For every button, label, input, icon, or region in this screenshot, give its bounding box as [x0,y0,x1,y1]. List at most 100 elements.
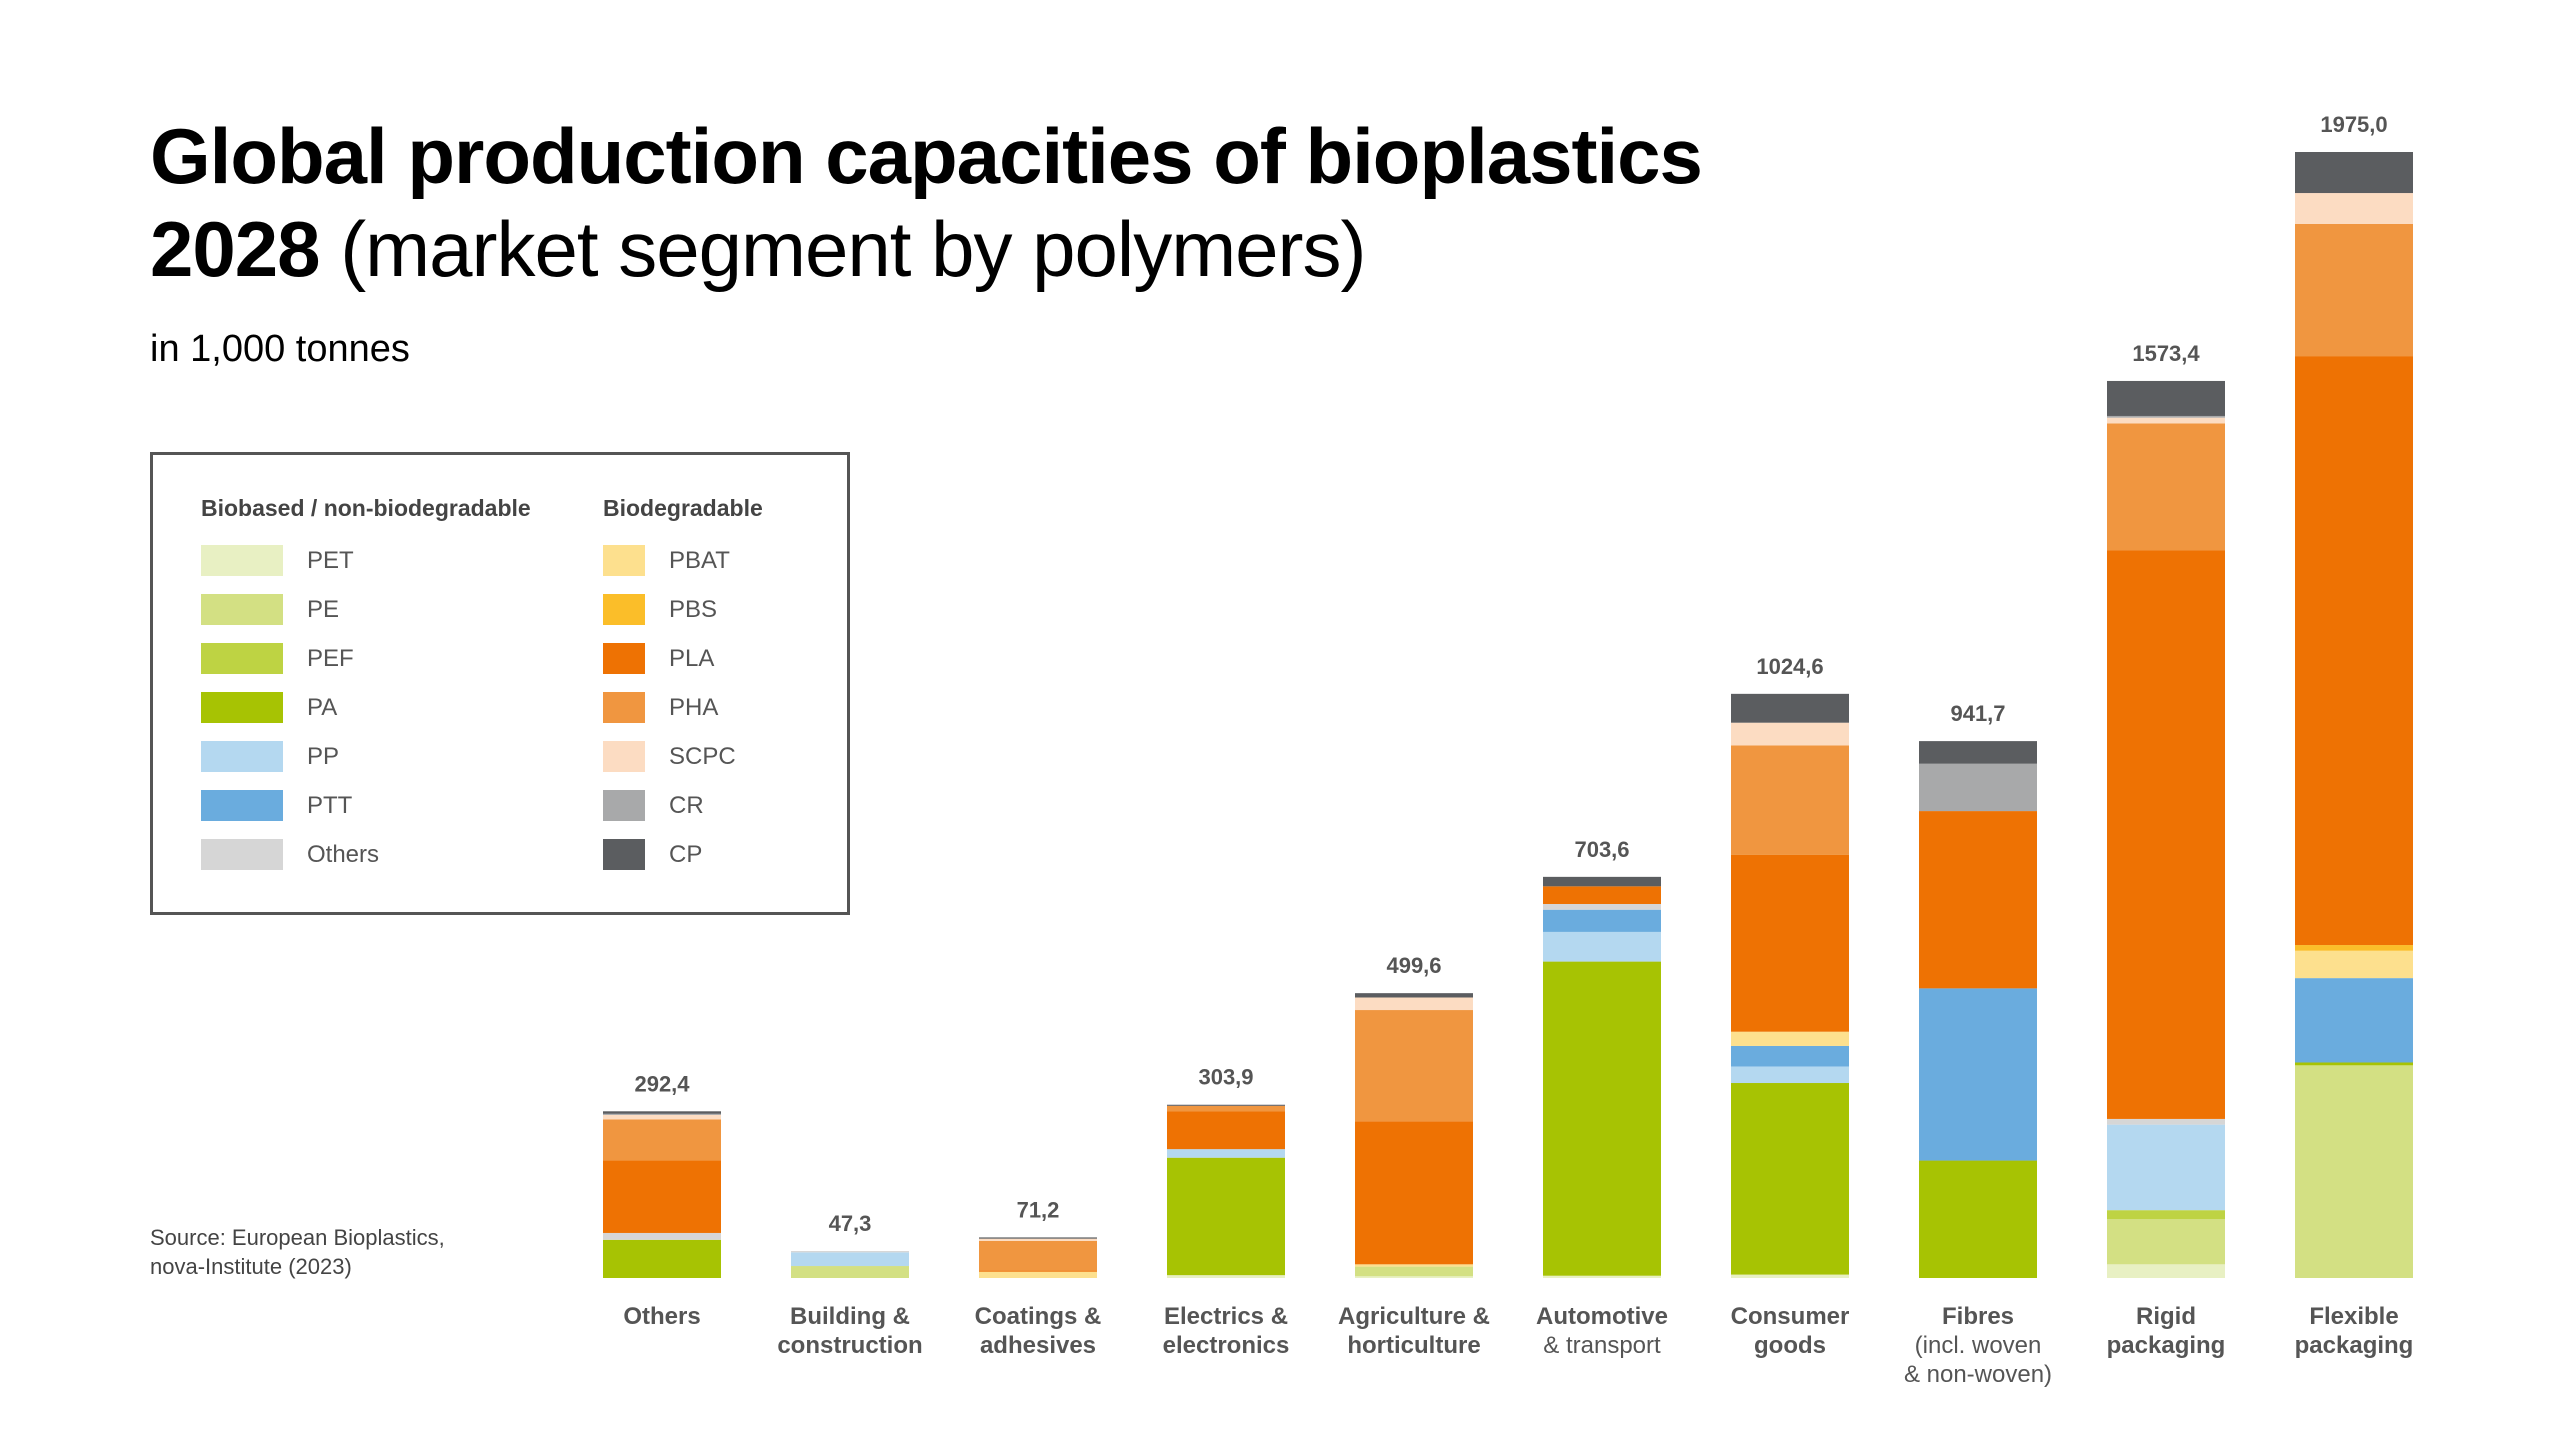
bar-segment-pla [1167,1111,1285,1150]
bar-total-label: 292,4 [634,1071,690,1096]
legend-label-cr: CR [669,792,704,819]
bar-segment-pbat [979,1271,1097,1278]
category-label-line1: Flexible [2309,1303,2399,1330]
bar-segment-pe [1355,1266,1473,1277]
source-line-1: Source: European Bioplastics, [150,1225,445,1250]
legend-swatch-others [201,839,283,870]
bar-8 [2107,380,2225,1278]
bar-0 [603,1111,721,1278]
bar-segment-pp [2107,1124,2225,1211]
bar-segment-cr [1919,763,2037,812]
legend-swatch-cp [603,839,645,870]
bar-segment-cp [2107,380,2225,416]
bar-total-label: 1975,0 [2320,112,2387,137]
bar-5 [1543,876,1661,1278]
category-label-line1: Agriculture & [1337,1303,1490,1330]
category-label-line1: Building & [790,1303,910,1330]
legend-label-pbat: PBAT [669,547,730,574]
legend-column-biobased: Biobased / non-biodegradable PET PE PEF PA P… [201,495,531,888]
bar-segment-cp [1731,693,1849,723]
bar-segment-others [791,1251,909,1253]
bar-segment-others [1543,904,1661,910]
legend-item-pe: PE [201,594,531,643]
bar-segment-pet [2107,1264,2225,1278]
bar-segment-pet [1543,1275,1661,1278]
bar-segment-pla [2295,356,2413,946]
bar-segment-scpc [2107,417,2225,424]
bar-segment-cp [1355,993,1473,998]
bar-segment-pha [979,1240,1097,1271]
bar-segment-pp [1731,1066,1849,1084]
bar-segment-pbs [2295,945,2413,951]
bar-3 [1167,1104,1285,1278]
bar-segment-pa [1731,1083,1849,1275]
bar-segment-pa [2295,1062,2413,1066]
bar-segment-ptt [1919,988,2037,1161]
bar-segment-cp [979,1237,1097,1239]
legend-swatch-pbat [603,545,645,576]
bar-segment-scpc [979,1238,1097,1241]
bar-segment-pp [1543,931,1661,962]
category-label-line1: Automotive [1536,1303,1668,1330]
bar-segment-pa [1543,961,1661,1276]
bar-segment-pha [2107,423,2225,551]
bar-9 [2295,152,2413,1278]
unit-subtitle: in 1,000 tonnes [150,328,410,370]
legend-item-ptt: PTT [201,790,531,839]
bar-segment-ptt [1731,1045,1849,1067]
category-label-line1: Rigid [2136,1303,2196,1330]
bar-total-label: 71,2 [1017,1197,1060,1222]
category-label-line1: Electrics & [1163,1303,1289,1330]
legend-swatch-pha [603,692,645,723]
bar-4 [1355,993,1473,1278]
title-year: 2028 [150,205,321,293]
legend-label-pbs: PBS [669,596,718,623]
legend-item-pbat: PBAT [603,545,763,594]
bar-segment-pla [1919,811,2037,989]
bar-segment-pe [2107,1219,2225,1265]
source-note: Source: European Bioplastics, nova-Insti… [150,1223,445,1281]
bar-segment-pha [1355,1010,1473,1122]
chart-title: Global production capacities of bioplast… [150,110,1703,296]
legend-items-biodegradable: PBAT PBS PLA PHA SCPC CR CP [603,545,763,888]
bar-segment-ptt [1543,909,1661,932]
category-label: Flexible packaging [2254,1302,2454,1360]
bar-segment-pha [1731,745,1849,855]
bar-segment-pp [791,1252,909,1267]
category-label: Fibres (incl. woven & non-woven) [1878,1302,2078,1389]
bar-segment-pla [2107,550,2225,1119]
legend-label-scpc: SCPC [669,743,736,770]
bar-segment-pa [1167,1157,1285,1276]
category-label: Automotive & transport [1502,1302,1702,1360]
legend-swatch-pef [201,643,283,674]
bar-segment-pet [1355,1276,1473,1278]
bar-segment-pla [1731,854,1849,1032]
bar-1 [791,1251,909,1278]
category-label: Coatings & adhesives [938,1302,1138,1360]
legend-label-pp: PP [307,743,340,770]
legend-label-pet: PET [307,547,354,574]
legend-item-pha: PHA [603,692,763,741]
legend-column-biodegradable: Biodegradable PBAT PBS PLA PHA SCPC CR CP [603,495,763,888]
category-label-line2: & transport [1543,1332,1661,1359]
bar-segment-pha [603,1119,721,1161]
bar-segment-cp [1543,876,1661,887]
bar-segment-pet [1167,1275,1285,1278]
bar-7 [1919,741,2037,1278]
bar-segment-pbat [2295,950,2413,979]
bar-segment-pe [791,1266,909,1278]
bar-segment-cp [1167,1104,1285,1106]
bar-segment-pa [1919,1160,2037,1278]
legend-item-pp: PP [201,741,531,790]
bar-total-label: 303,9 [1198,1065,1253,1090]
bar-total-label: 499,6 [1386,953,1441,978]
bar-segment-pef [2107,1210,2225,1220]
legend-item-cr: CR [603,790,763,839]
category-label: Electrics & electronics [1126,1302,1326,1360]
category-label-line1: Fibres [1941,1303,2015,1330]
bar-6 [1731,693,1849,1278]
bar-segment-pp [1167,1149,1285,1158]
legend-item-scpc: SCPC [603,741,763,790]
bar-segment-pha [1167,1105,1285,1112]
